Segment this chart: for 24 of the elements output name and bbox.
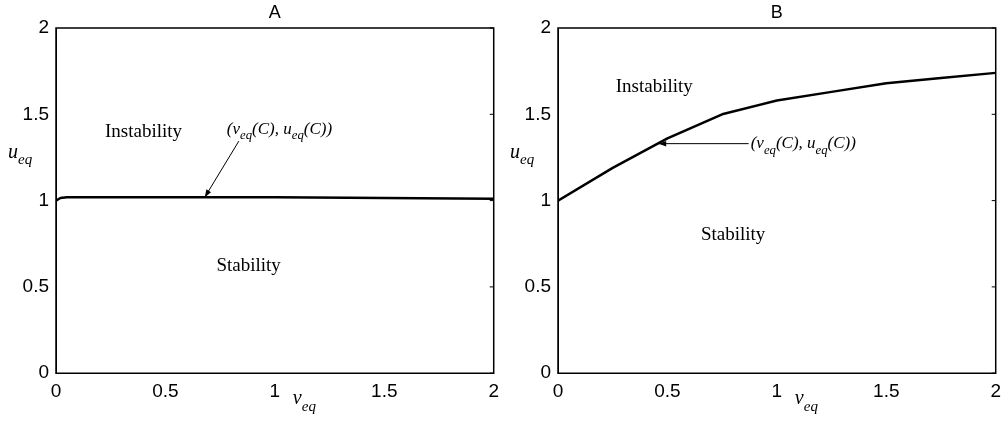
y-tick-label: 2: [38, 16, 49, 38]
x-tick-label: 1.5: [873, 379, 900, 401]
x-tick-label: 1: [269, 379, 281, 401]
y-tick-label: 1.5: [524, 102, 551, 124]
y-tick-label: 1.5: [22, 102, 49, 124]
x-tick-label: 2: [990, 379, 1002, 401]
annotation: Instability: [105, 119, 183, 141]
x-tick-label: 1: [771, 379, 783, 401]
annotation: Instability: [615, 74, 694, 96]
annotation: Stability: [216, 254, 282, 276]
y-tick-label: 0: [540, 361, 551, 383]
y-tick-label: 1: [38, 188, 49, 210]
x-tick-label: 0.5: [152, 379, 179, 401]
x-tick-label: 0.5: [654, 379, 681, 401]
x-tick-label: 1.5: [371, 379, 398, 401]
y-tick-label: 1: [540, 188, 551, 210]
y-tick-label: 0.5: [524, 275, 551, 297]
y-tick-label: 2: [540, 16, 551, 38]
chart-title: B: [770, 1, 783, 22]
y-tick-label: 0.5: [22, 275, 49, 297]
chart-title: A: [268, 1, 281, 22]
annotation: Stability: [700, 223, 766, 245]
y-tick-label: 0: [38, 361, 49, 383]
x-tick-label: 2: [488, 379, 500, 401]
